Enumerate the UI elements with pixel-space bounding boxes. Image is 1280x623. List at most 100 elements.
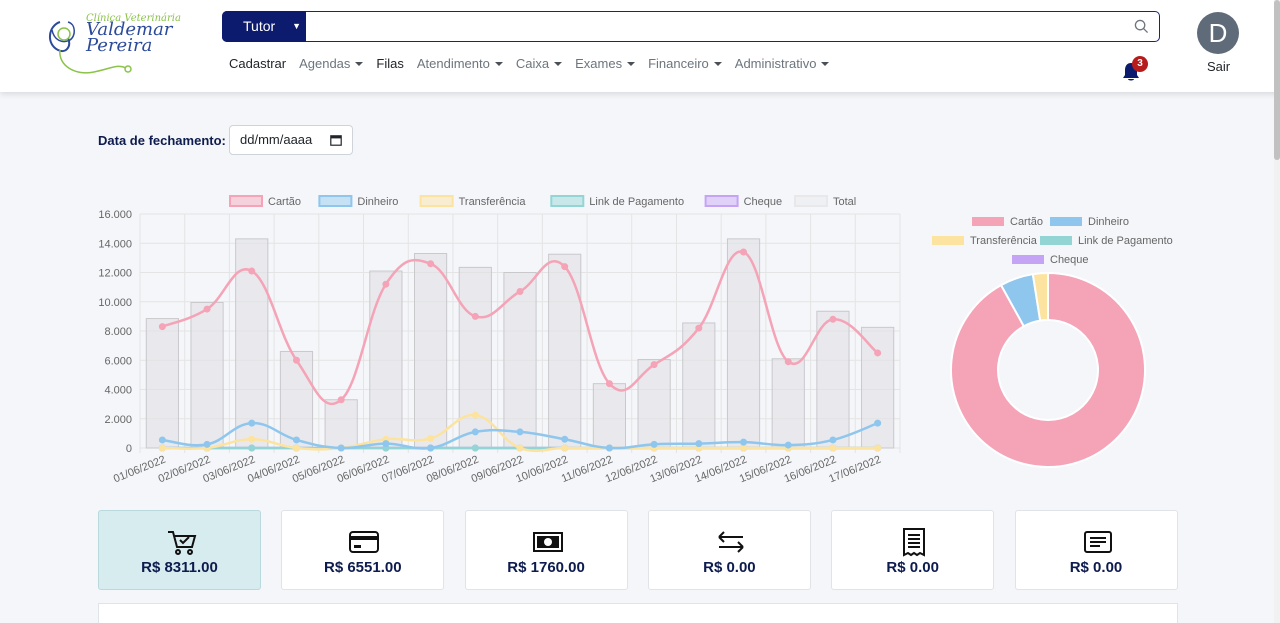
total-bar[interactable] bbox=[503, 272, 537, 449]
data-point[interactable] bbox=[784, 358, 792, 366]
data-point[interactable] bbox=[427, 260, 435, 268]
data-point[interactable] bbox=[292, 444, 300, 452]
legend-item[interactable]: Cheque bbox=[1012, 254, 1089, 266]
data-point[interactable] bbox=[158, 436, 166, 444]
nav-item-caixa[interactable]: Caixa bbox=[516, 56, 563, 71]
legend-item[interactable]: Cartão bbox=[229, 195, 301, 208]
total-bar[interactable] bbox=[771, 358, 805, 449]
page-scrollbar[interactable] bbox=[1274, 0, 1280, 623]
legend-item[interactable]: Dinheiro bbox=[318, 195, 398, 208]
data-point[interactable] bbox=[516, 288, 524, 296]
data-point[interactable] bbox=[784, 441, 792, 449]
payment-card[interactable]: R$ 1760.00 bbox=[464, 510, 628, 590]
search-input[interactable] bbox=[307, 12, 1127, 41]
donut-slice-cartao[interactable] bbox=[950, 271, 1146, 468]
nav-item-agendas[interactable]: Agendas bbox=[299, 56, 364, 71]
data-point[interactable] bbox=[471, 411, 479, 419]
data-point[interactable] bbox=[605, 444, 613, 452]
data-point[interactable] bbox=[561, 444, 569, 452]
legend-item[interactable]: Cartão bbox=[972, 216, 1043, 228]
payment-card[interactable]: R$ 0.00 bbox=[831, 510, 995, 590]
legend-item[interactable]: Dinheiro bbox=[1050, 216, 1129, 228]
nav-item-label: Cadastrar bbox=[229, 56, 287, 71]
payment-card[interactable]: R$ 6551.00 bbox=[281, 510, 445, 590]
user-avatar[interactable]: D bbox=[1197, 12, 1239, 54]
data-point[interactable] bbox=[337, 444, 345, 452]
total-bar[interactable] bbox=[279, 350, 314, 449]
data-point[interactable] bbox=[561, 263, 569, 271]
data-point[interactable] bbox=[516, 428, 524, 436]
data-point[interactable] bbox=[203, 305, 211, 313]
total-bar[interactable] bbox=[369, 270, 403, 449]
data-point[interactable] bbox=[203, 440, 211, 448]
total-bar[interactable] bbox=[726, 238, 761, 449]
caret-down-icon bbox=[494, 61, 503, 66]
payment-card[interactable]: R$ 0.00 bbox=[647, 510, 811, 590]
data-point[interactable] bbox=[292, 436, 300, 444]
legend-item[interactable]: Transferência bbox=[419, 195, 527, 208]
data-point[interactable] bbox=[561, 435, 569, 443]
data-point[interactable] bbox=[829, 436, 837, 444]
legend-label: Link de Pagamento bbox=[1078, 235, 1173, 247]
payment-card[interactable]: R$ 8311.00 bbox=[98, 510, 261, 590]
data-point[interactable] bbox=[248, 267, 256, 275]
total-bar[interactable] bbox=[145, 318, 179, 449]
donut-slice-transferencia[interactable] bbox=[1031, 271, 1049, 322]
clinic-logo[interactable] bbox=[42, 10, 172, 80]
data-point[interactable] bbox=[740, 248, 748, 256]
total-bar[interactable] bbox=[861, 326, 895, 449]
data-point[interactable] bbox=[427, 434, 435, 442]
nav-item-exames[interactable]: Exames bbox=[575, 56, 636, 71]
y-tick-label: 16.000 bbox=[98, 209, 132, 221]
data-point[interactable] bbox=[248, 444, 256, 452]
nav-item-atendimento[interactable]: Atendimento bbox=[417, 56, 503, 71]
legend-item[interactable]: Cheque bbox=[704, 195, 783, 208]
total-bar[interactable] bbox=[190, 301, 224, 449]
data-point[interactable] bbox=[516, 444, 524, 452]
data-point[interactable] bbox=[650, 440, 658, 448]
data-point[interactable] bbox=[874, 419, 882, 427]
data-point[interactable] bbox=[337, 396, 345, 404]
total-bar[interactable] bbox=[548, 253, 582, 449]
scrollbar-thumb[interactable] bbox=[1274, 0, 1280, 160]
data-point[interactable] bbox=[158, 444, 166, 452]
data-point[interactable] bbox=[382, 280, 390, 288]
payment-card[interactable]: R$ 0.00 bbox=[1014, 510, 1178, 590]
data-point[interactable] bbox=[740, 444, 748, 452]
data-point[interactable] bbox=[471, 428, 479, 436]
data-point[interactable] bbox=[874, 349, 882, 357]
total-bar[interactable] bbox=[324, 399, 358, 449]
data-point[interactable] bbox=[829, 444, 837, 452]
legend-item[interactable]: Link de Pagamento bbox=[1040, 235, 1173, 247]
data-point[interactable] bbox=[695, 440, 703, 448]
data-point[interactable] bbox=[874, 444, 882, 452]
data-point[interactable] bbox=[650, 361, 658, 369]
data-point[interactable] bbox=[427, 444, 435, 452]
search-type-select[interactable]: Tutor ▼ bbox=[222, 11, 306, 42]
data-point[interactable] bbox=[471, 312, 479, 320]
logout-link[interactable]: Sair bbox=[1207, 59, 1231, 74]
calendar-icon[interactable] bbox=[330, 134, 342, 146]
data-point[interactable] bbox=[248, 435, 256, 443]
data-point[interactable] bbox=[829, 315, 837, 323]
legend-item[interactable]: Link de Pagamento bbox=[550, 195, 684, 208]
data-point[interactable] bbox=[605, 380, 613, 388]
total-bar[interactable] bbox=[413, 252, 448, 449]
total-bar[interactable] bbox=[816, 310, 850, 449]
data-point[interactable] bbox=[740, 438, 748, 446]
legend-item[interactable]: Total bbox=[794, 195, 856, 208]
nav-item-cadastrar[interactable]: Cadastrar bbox=[229, 56, 286, 71]
data-point[interactable] bbox=[292, 356, 300, 364]
data-point[interactable] bbox=[471, 444, 479, 452]
closing-date-input[interactable]: dd/mm/aaaa bbox=[229, 125, 353, 155]
data-point[interactable] bbox=[382, 440, 390, 448]
nav-item-filas[interactable]: Filas bbox=[376, 56, 403, 71]
data-point[interactable] bbox=[158, 323, 166, 331]
nav-item-financeiro[interactable]: Financeiro bbox=[648, 56, 722, 71]
search-icon[interactable] bbox=[1134, 19, 1149, 34]
data-point[interactable] bbox=[248, 419, 256, 427]
data-point[interactable] bbox=[695, 324, 703, 332]
nav-item-administrativo[interactable]: Administrativo bbox=[735, 56, 830, 71]
total-bar[interactable] bbox=[592, 383, 627, 449]
legend-item[interactable]: Transferência bbox=[932, 235, 1038, 247]
